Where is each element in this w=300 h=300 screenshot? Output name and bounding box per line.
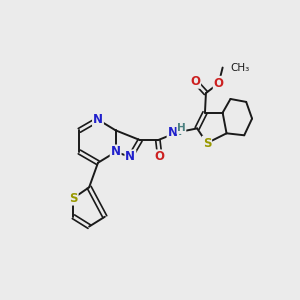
- Text: O: O: [190, 75, 200, 88]
- Text: H: H: [173, 127, 182, 137]
- Text: N: N: [125, 150, 135, 164]
- Text: O: O: [214, 77, 224, 90]
- Text: CH₃: CH₃: [230, 63, 250, 73]
- Text: S: S: [203, 136, 211, 150]
- Text: N: N: [168, 126, 178, 139]
- Text: N: N: [111, 146, 121, 158]
- Text: O: O: [155, 150, 165, 164]
- Text: S: S: [69, 192, 78, 205]
- Text: H: H: [177, 123, 186, 134]
- Text: N: N: [93, 113, 103, 126]
